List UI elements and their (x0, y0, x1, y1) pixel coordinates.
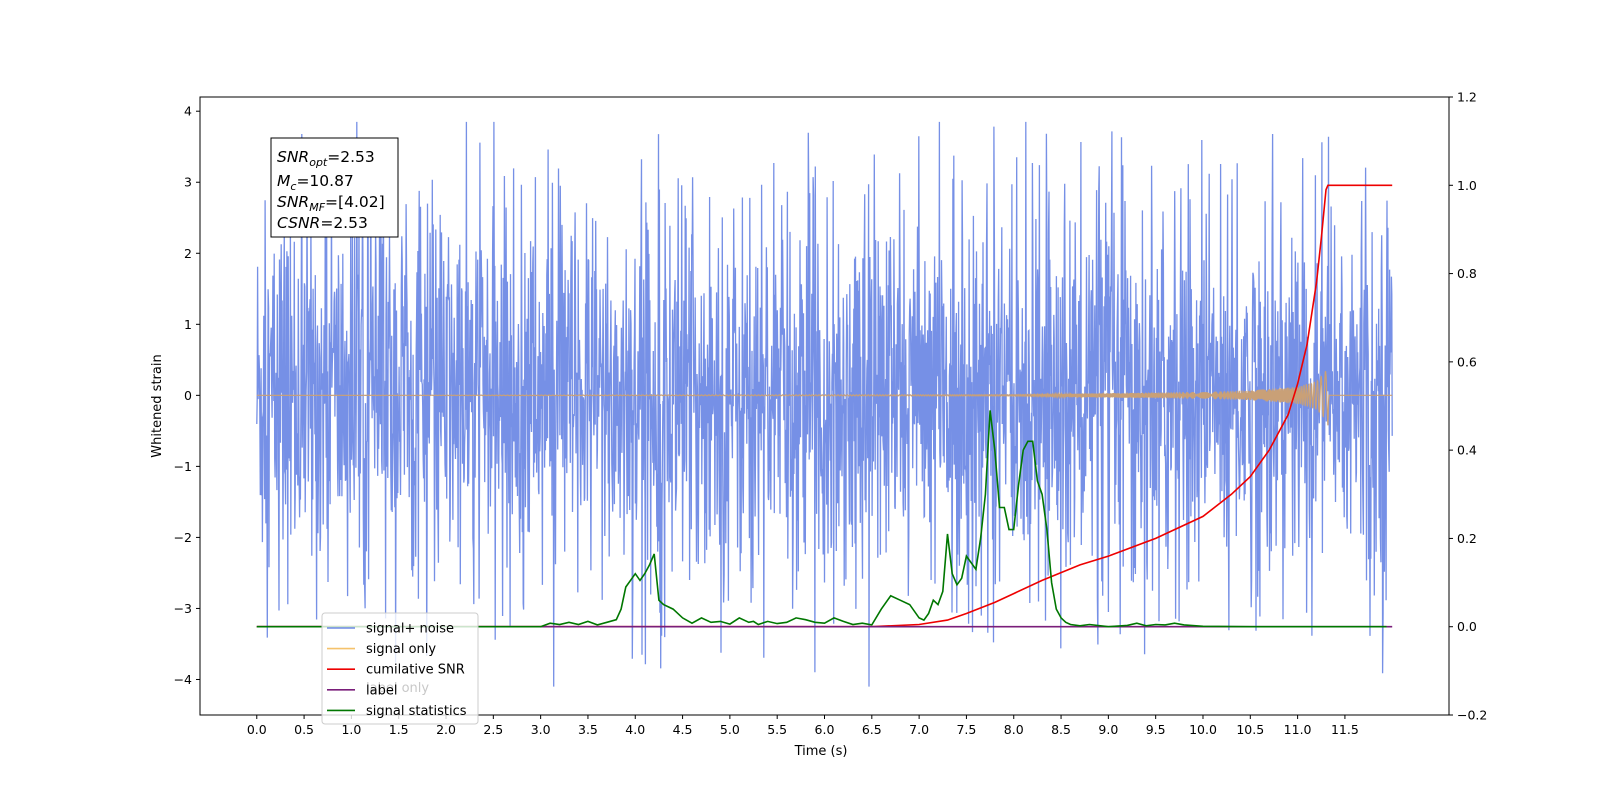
legend-label-label: label (366, 683, 397, 698)
x-tick-label: 8.5 (1051, 722, 1071, 737)
x-tick-label: 7.0 (909, 722, 929, 737)
x-tick-label: 9.0 (1098, 722, 1118, 737)
y-tick-label: −2 (174, 530, 192, 545)
x-tick-label: 7.5 (956, 722, 976, 737)
x-tick-label: 5.0 (720, 722, 740, 737)
x-tick-label: 1.0 (341, 722, 361, 737)
x-tick-label: 9.5 (1146, 722, 1166, 737)
x-axis: 0.0 0.5 1.0 1.5 2.0 2.5 3.0 3.5 4.0 4.5 5.0 5.5 6.0 6… (247, 715, 1359, 737)
info-box-frame (270, 137, 399, 238)
series-signal-only-line (256, 371, 1393, 426)
legend: label only signal+ noise signal only cumil… (321, 612, 479, 725)
y-tick-label: 3 (184, 175, 192, 190)
legend-label-signal_noise: signal+ noise (366, 622, 454, 637)
y2-tick-label: 1.2 (1457, 90, 1477, 105)
y2-tick-label: 0.4 (1457, 443, 1477, 458)
info-snr-opt-sub: opt (309, 156, 328, 169)
info-csnr: CSNR=2.53 (277, 214, 368, 232)
y-tick-label: 2 (184, 246, 192, 261)
y2-tick-label: 0.8 (1457, 266, 1477, 281)
x-tick-label: 10.0 (1189, 722, 1217, 737)
info-snr-mf-sub: MF (309, 201, 325, 214)
info-snr-mf: SNRMF=[4.02] (277, 193, 385, 214)
info-csnr-value: =2.53 (320, 214, 368, 232)
y-tick-label: −1 (174, 459, 192, 474)
x-tick-label: 6.5 (862, 722, 882, 737)
info-mc-sub: c (290, 180, 296, 193)
x-tick-label: 10.5 (1236, 722, 1264, 737)
y-axis-left: 4 3 2 1 0 −1 −2 −3 −4 (174, 104, 200, 687)
y-axis-right: 1.2 1.0 0.8 0.6 0.4 0.2 0.0 −0.2 (1449, 90, 1487, 723)
y-tick-label: 4 (184, 104, 192, 119)
x-tick-label: 6.0 (815, 722, 835, 737)
y2-tick-label: 1.0 (1457, 178, 1477, 193)
y2-tick-label: −0.2 (1457, 708, 1487, 723)
info-snr-mf-base: SNR (277, 193, 309, 211)
legend-label-cumulative: cumilative SNR (366, 663, 465, 678)
x-tick-label: 4.0 (625, 722, 645, 737)
legend-items: signal+ noise signal only cumilative SNR la… (327, 622, 467, 719)
y2-tick-label: 0.2 (1457, 531, 1477, 546)
x-tick-label: 0.5 (294, 722, 314, 737)
y-tick-label: −4 (174, 672, 192, 687)
series-statistics-line (256, 410, 1387, 628)
y-tick-label: −3 (174, 601, 192, 616)
info-snr-opt-base: SNR (277, 148, 309, 166)
series-cumulative-snr-line (256, 184, 1393, 628)
x-tick-label: 0.0 (247, 722, 267, 737)
x-axis-title: Time (s) (794, 744, 848, 759)
x-tick-label: 11.0 (1284, 722, 1312, 737)
legend-label-statistics: signal statistics (366, 704, 467, 719)
x-tick-label: 3.0 (531, 722, 551, 737)
y-tick-label: 0 (184, 388, 192, 403)
x-tick-label: 11.5 (1331, 722, 1359, 737)
info-mc: Mc=10.87 (277, 172, 354, 193)
legend-label-signal_only: signal only (366, 642, 436, 657)
x-tick-label: 5.5 (767, 722, 787, 737)
info-box: SNRopt=2.53 Mc=10.87 SNRMF=[4.02] CSNR=2… (270, 137, 399, 238)
x-tick-label: 3.5 (578, 722, 598, 737)
y-tick-label: 1 (184, 317, 192, 332)
info-mc-base: M (277, 172, 290, 190)
series-signal-noise-line (256, 121, 1393, 687)
info-csnr-base: CSNR (277, 214, 320, 232)
x-tick-label: 1.5 (389, 722, 409, 737)
y-axis-title: Whitened strain (150, 354, 165, 457)
y2-tick-label: 0.6 (1457, 354, 1477, 369)
x-tick-label: 8.0 (1004, 722, 1024, 737)
info-snr-opt: SNRopt=2.53 (277, 148, 375, 169)
legend-overlap-text: label only (366, 681, 429, 696)
info-snr-mf-value: =[4.02] (325, 193, 385, 211)
legend-frame (321, 612, 479, 725)
info-snr-opt-value: =2.53 (327, 148, 375, 166)
x-tick-label: 2.0 (436, 722, 456, 737)
x-tick-label: 2.5 (483, 722, 503, 737)
y2-tick-label: 0.0 (1457, 619, 1477, 634)
x-tick-label: 4.5 (673, 722, 693, 737)
info-mc-value: =10.87 (296, 172, 353, 190)
